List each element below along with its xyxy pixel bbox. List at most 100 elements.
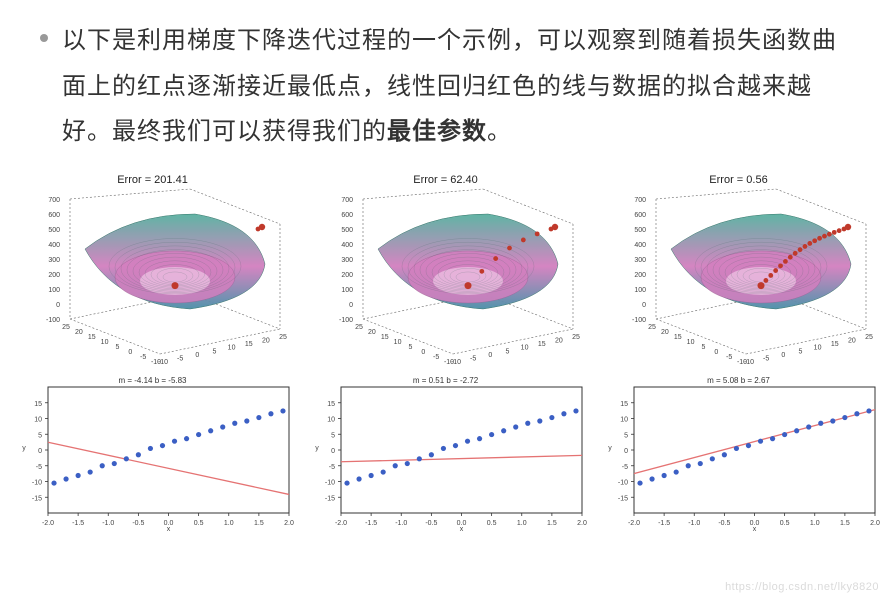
svg-text:500: 500: [48, 227, 60, 234]
svg-text:600: 600: [634, 212, 646, 219]
svg-text:-15: -15: [325, 495, 335, 502]
svg-text:1.5: 1.5: [254, 520, 264, 527]
svg-text:10: 10: [228, 344, 236, 351]
scatter-plot-0: m = -4.14 b = -5.83151050-5-10-15-2.0-1.…: [10, 373, 295, 533]
bullet-paragraph: 以下是利用梯度下降迭代过程的一个示例，可以观察到随着损失函数曲面上的红点逐渐接近…: [40, 18, 851, 155]
svg-text:1.5: 1.5: [840, 520, 850, 527]
svg-text:20: 20: [555, 337, 563, 344]
svg-text:10: 10: [101, 339, 109, 346]
svg-text:700: 700: [48, 197, 60, 204]
svg-text:-2.0: -2.0: [42, 520, 54, 527]
svg-text:300: 300: [341, 257, 353, 264]
svg-text:15: 15: [245, 341, 253, 348]
document-body: 以下是利用梯度下降迭代过程的一个示例，可以观察到随着损失函数曲面上的红点逐渐接近…: [0, 0, 891, 155]
svg-text:20: 20: [661, 329, 669, 336]
svg-text:-1.0: -1.0: [395, 520, 407, 527]
svg-text:25: 25: [648, 324, 656, 331]
svg-text:5: 5: [331, 432, 335, 439]
svg-text:y: y: [22, 445, 26, 452]
svg-text:25: 25: [865, 334, 873, 341]
watermark: https://blog.csdn.net/lky8820: [725, 581, 879, 593]
svg-text:1.0: 1.0: [517, 520, 527, 527]
scatter-plot-1: m = 0.51 b = -2.72151050-5-10-15-2.0-1.5…: [303, 373, 588, 533]
svg-text:0: 0: [642, 302, 646, 309]
svg-text:500: 500: [634, 227, 646, 234]
svg-text:10: 10: [687, 339, 695, 346]
svg-text:5: 5: [798, 348, 802, 355]
svg-text:20: 20: [262, 337, 270, 344]
svg-text:0.5: 0.5: [194, 520, 204, 527]
svg-text:1.0: 1.0: [810, 520, 820, 527]
svg-text:x: x: [167, 526, 171, 533]
svg-text:0: 0: [781, 352, 785, 359]
figure-column-0: Error = 201.417006005004003002001000-100…: [10, 169, 295, 533]
svg-text:x: x: [460, 526, 464, 533]
svg-text:15: 15: [34, 401, 42, 408]
svg-text:15: 15: [674, 334, 682, 341]
svg-text:25: 25: [572, 334, 580, 341]
svg-text:-0.5: -0.5: [132, 520, 144, 527]
svg-text:700: 700: [341, 197, 353, 204]
svg-text:300: 300: [48, 257, 60, 264]
svg-text:-15: -15: [32, 495, 42, 502]
svg-text:-100: -100: [632, 317, 646, 324]
svg-text:20: 20: [75, 329, 83, 336]
svg-text:5: 5: [505, 348, 509, 355]
svg-text:-10: -10: [618, 479, 628, 486]
figure-column-2: Error = 0.567006005004003002001000-10025…: [596, 169, 881, 533]
svg-text:500: 500: [341, 227, 353, 234]
surface-plot-1: Error = 62.407006005004003002001000-1002…: [303, 169, 588, 369]
svg-text:300: 300: [634, 257, 646, 264]
svg-text:5: 5: [38, 432, 42, 439]
svg-text:-0.5: -0.5: [425, 520, 437, 527]
svg-text:10: 10: [814, 344, 822, 351]
svg-text:20: 20: [368, 329, 376, 336]
svg-text:-5: -5: [36, 464, 42, 471]
svg-text:-1.5: -1.5: [365, 520, 377, 527]
svg-text:25: 25: [355, 324, 363, 331]
svg-text:y: y: [315, 445, 319, 452]
svg-text:-5: -5: [329, 464, 335, 471]
svg-text:0.5: 0.5: [487, 520, 497, 527]
svg-text:600: 600: [341, 212, 353, 219]
svg-text:0: 0: [624, 448, 628, 455]
paragraph-bold: 最佳参数: [387, 118, 487, 145]
svg-text:15: 15: [88, 334, 96, 341]
svg-text:x: x: [753, 526, 757, 533]
svg-text:5: 5: [701, 344, 705, 351]
svg-text:0: 0: [331, 448, 335, 455]
paragraph: 以下是利用梯度下降迭代过程的一个示例，可以观察到随着损失函数曲面上的红点逐渐接近…: [62, 18, 851, 155]
surface-plot-0: Error = 201.417006005004003002001000-100…: [10, 169, 295, 369]
bullet-icon: [40, 34, 48, 42]
svg-text:Error = 0.56: Error = 0.56: [709, 174, 767, 186]
svg-text:-100: -100: [46, 317, 60, 324]
svg-text:-1.0: -1.0: [102, 520, 114, 527]
svg-text:5: 5: [624, 432, 628, 439]
svg-text:2.0: 2.0: [577, 520, 587, 527]
svg-text:200: 200: [48, 272, 60, 279]
svg-text:-5: -5: [622, 464, 628, 471]
svg-text:400: 400: [634, 242, 646, 249]
svg-text:100: 100: [48, 287, 60, 294]
svg-text:0: 0: [421, 349, 425, 356]
svg-text:0.5: 0.5: [780, 520, 790, 527]
svg-text:-10: -10: [325, 479, 335, 486]
paragraph-post: 。: [487, 118, 512, 145]
svg-text:600: 600: [48, 212, 60, 219]
svg-text:-0.5: -0.5: [718, 520, 730, 527]
svg-text:10: 10: [34, 416, 42, 423]
svg-text:-1.5: -1.5: [658, 520, 670, 527]
svg-text:0: 0: [714, 349, 718, 356]
svg-text:400: 400: [341, 242, 353, 249]
svg-text:0: 0: [195, 352, 199, 359]
svg-text:-10: -10: [451, 359, 461, 366]
svg-text:0: 0: [56, 302, 60, 309]
svg-text:-10: -10: [158, 359, 168, 366]
svg-text:15: 15: [620, 401, 628, 408]
svg-text:-10: -10: [744, 359, 754, 366]
svg-text:1.5: 1.5: [547, 520, 557, 527]
scatter-plot-2: m = 5.08 b = 2.67151050-5-10-15-2.0-1.5-…: [596, 373, 881, 533]
svg-text:0: 0: [349, 302, 353, 309]
svg-text:10: 10: [327, 416, 335, 423]
svg-text:15: 15: [538, 341, 546, 348]
